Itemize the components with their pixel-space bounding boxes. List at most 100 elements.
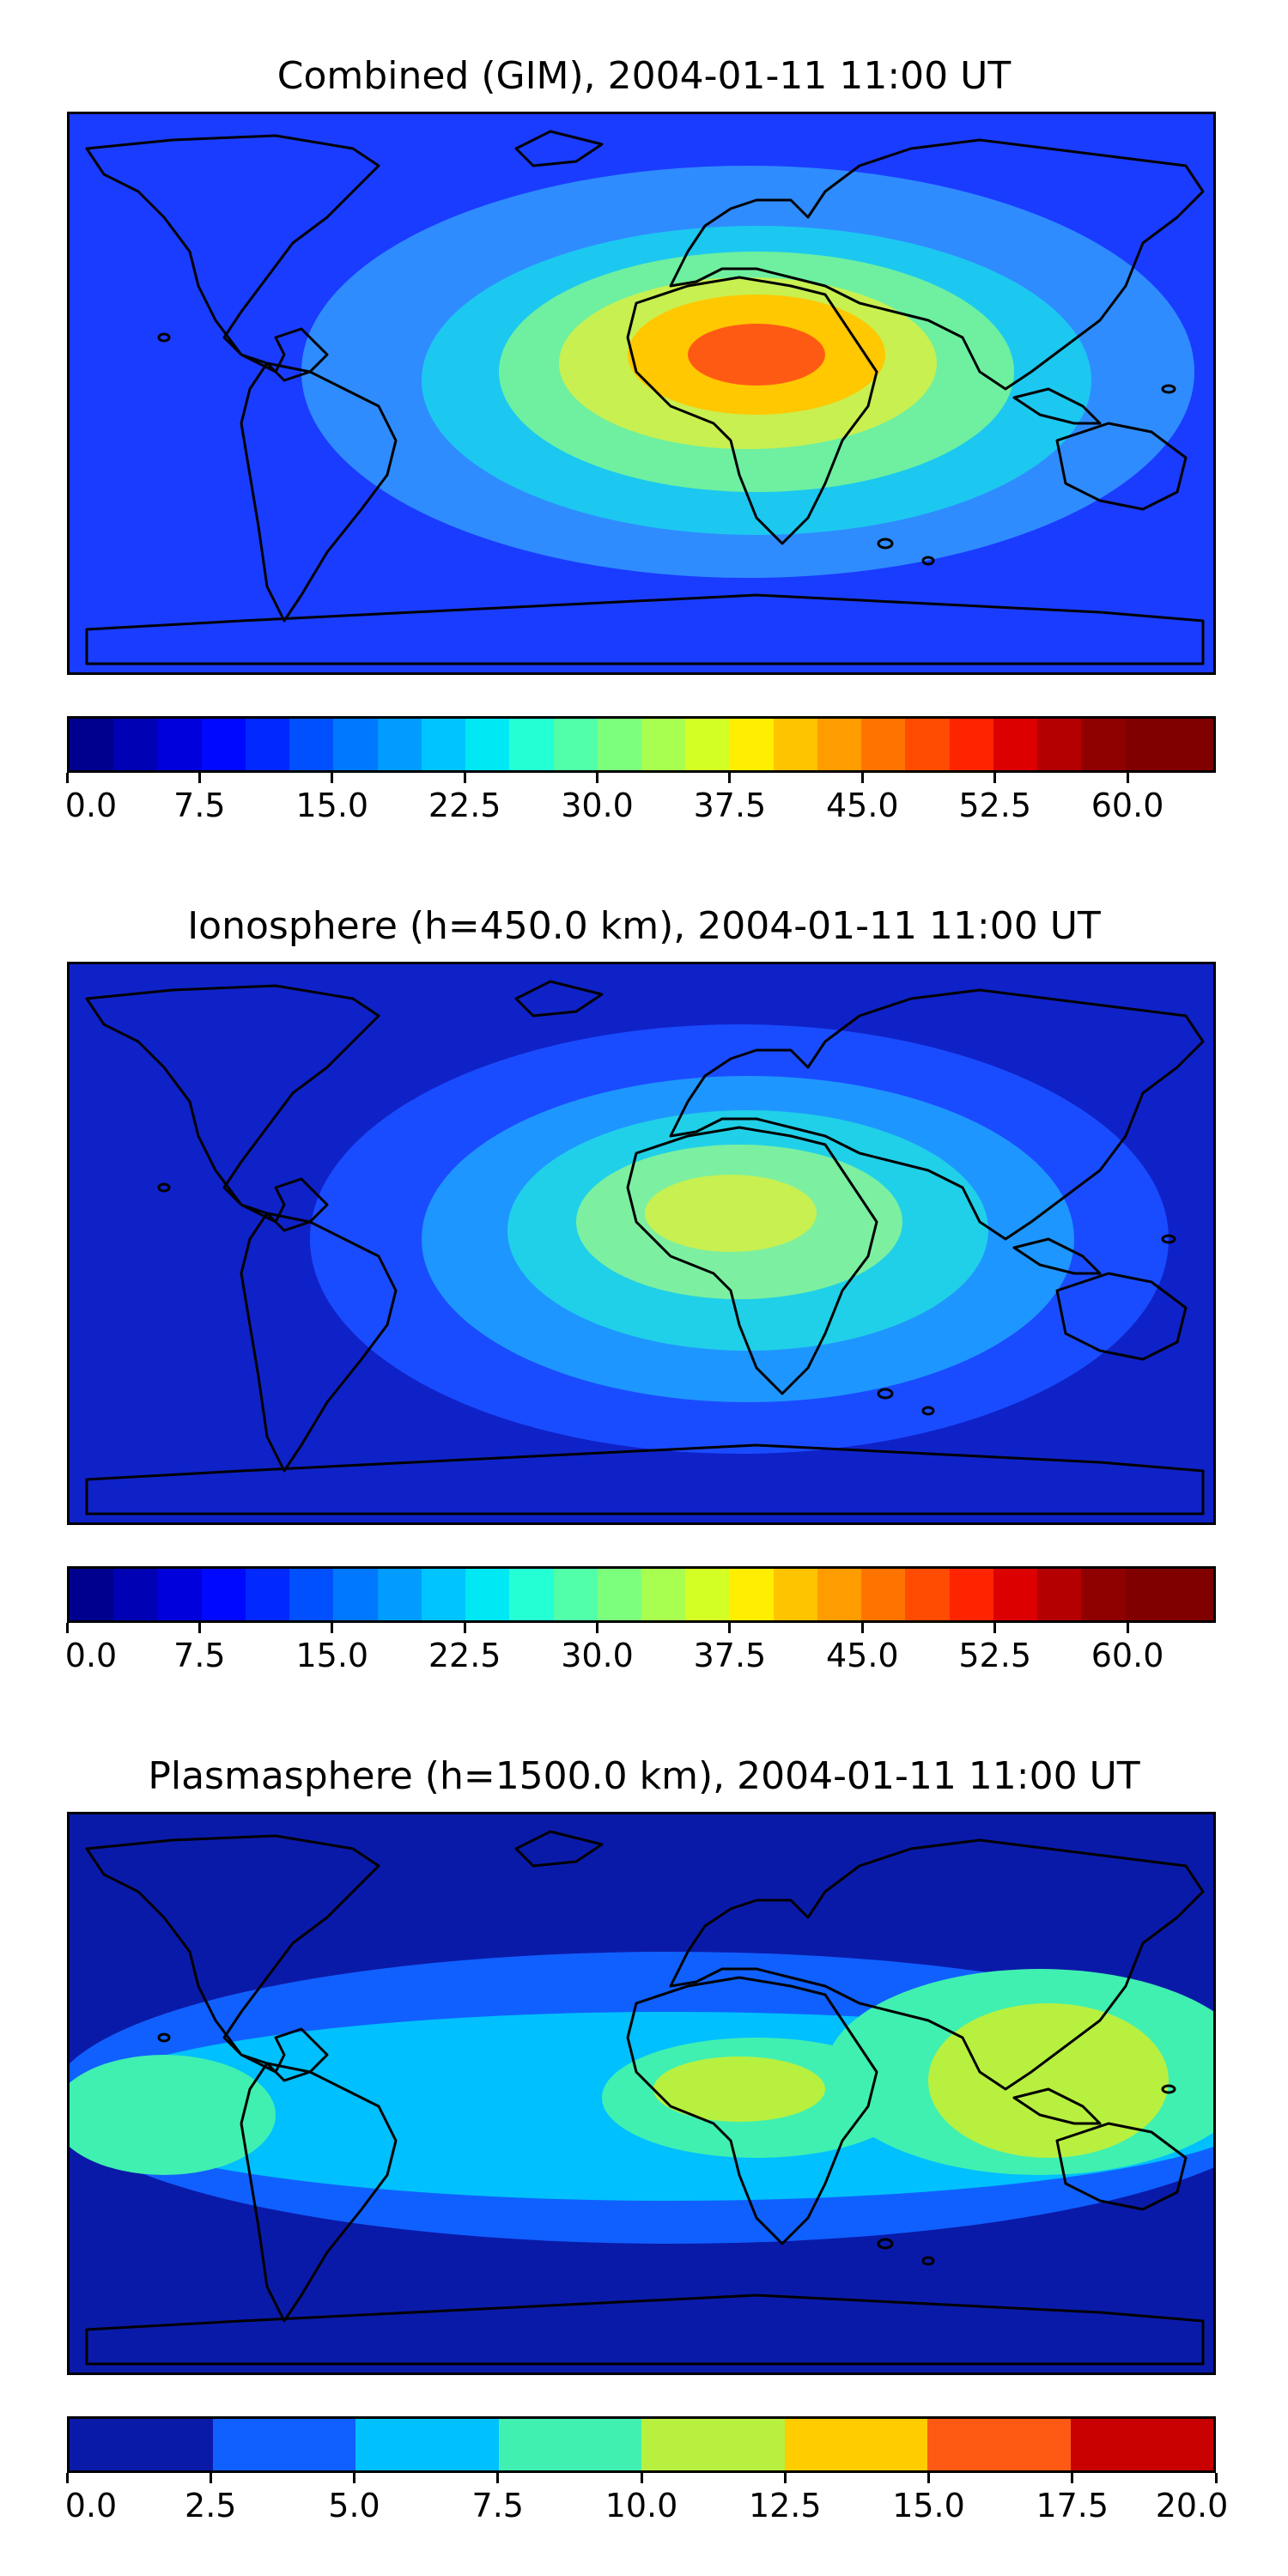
island-outline xyxy=(1161,384,1176,394)
tec-contour xyxy=(70,2055,276,2175)
colorbar-tick xyxy=(65,2473,69,2483)
colorbar-tick-label: 22.5 xyxy=(428,1637,501,1674)
colorbar-tick xyxy=(860,1623,864,1633)
colorbar-segment xyxy=(1169,1569,1213,1620)
colorbar-tick xyxy=(596,773,599,783)
colorbar-segment xyxy=(861,719,906,770)
island-outline xyxy=(921,2256,935,2266)
colorbar-segment xyxy=(993,719,1038,770)
colorbar-segment xyxy=(70,719,114,770)
colorbar-tick xyxy=(65,773,69,783)
colorbar-segment xyxy=(498,2419,641,2470)
colorbar-segment xyxy=(729,1569,774,1620)
colorbar-tick-label: 22.5 xyxy=(428,787,501,824)
colorbar-tick xyxy=(728,1623,732,1633)
colorbar-tick-label: 7.5 xyxy=(173,1637,226,1674)
island-outline xyxy=(921,1406,935,1416)
colorbar-tick xyxy=(728,773,732,783)
colorbar-tick-label: 10.0 xyxy=(605,2487,678,2524)
colorbar-tick xyxy=(1126,773,1129,783)
colorbar xyxy=(67,716,1216,773)
colorbar-segment xyxy=(113,719,158,770)
colorbar-segment xyxy=(784,2419,927,2470)
colorbar-segment xyxy=(157,1569,202,1620)
colorbar-tick-label: 45.0 xyxy=(825,787,899,824)
colorbar xyxy=(67,1566,1216,1623)
colorbar-segment xyxy=(685,1569,730,1620)
island-outline xyxy=(1161,1234,1176,1244)
coastline xyxy=(85,2293,1205,2366)
coastline xyxy=(85,1834,380,2082)
colorbar-segment xyxy=(949,1569,993,1620)
coastline xyxy=(240,361,398,623)
colorbar-tick xyxy=(640,2473,643,2483)
colorbar-segment xyxy=(1081,1569,1126,1620)
colorbar-segment xyxy=(1037,1569,1082,1620)
colorbar-segment xyxy=(355,2419,499,2470)
coastline xyxy=(514,1830,604,1868)
colorbar-segment xyxy=(1081,719,1126,770)
colorbar-segment xyxy=(201,1569,246,1620)
island-outline xyxy=(877,2238,894,2250)
colorbar-tick xyxy=(209,2473,212,2483)
coastline xyxy=(1012,1237,1102,1275)
coastline xyxy=(669,138,1205,391)
island-outline xyxy=(877,538,894,550)
colorbar-tick-label: 15.0 xyxy=(295,1637,369,1674)
island-outline xyxy=(157,332,171,343)
colorbar-segment xyxy=(597,1569,642,1620)
colorbar-ticks: 0.0 7.5 15.0 22.5 30.0 37.5 45.0 52.5 60.0 xyxy=(65,1623,1216,1674)
colorbar-tick-label: 17.5 xyxy=(1036,2487,1109,2524)
panel-title: Combined (GIM), 2004-01-11 11:00 UT xyxy=(276,54,1012,98)
colorbar-segment xyxy=(773,1569,817,1620)
colorbar-segment xyxy=(245,719,290,770)
world-map xyxy=(67,962,1216,1525)
colorbar-tick-label: 0.0 xyxy=(64,787,118,824)
world-map xyxy=(67,1812,1216,2375)
colorbar-segment xyxy=(817,1569,862,1620)
colorbar-tick xyxy=(1126,1623,1129,1633)
coastline xyxy=(1012,2087,1102,2125)
colorbar-segment xyxy=(685,719,730,770)
coastline xyxy=(240,2062,398,2323)
colorbar-segment xyxy=(421,1569,466,1620)
colorbar-ticks: 0.0 2.5 5.0 7.5 10.0 12.5 15.0 17.5 20.0 xyxy=(65,2473,1228,2524)
colorbar-tick-label: 20.0 xyxy=(1155,2487,1229,2524)
colorbar-segment xyxy=(641,2419,785,2470)
colorbar-tick xyxy=(331,773,334,783)
coastline xyxy=(626,1976,878,2245)
colorbar-tick-label: 15.0 xyxy=(892,2487,965,2524)
colorbar-ticks: 0.0 7.5 15.0 22.5 30.0 37.5 45.0 52.5 60.0 xyxy=(64,773,1216,824)
colorbar-tick xyxy=(197,1623,201,1633)
colorbar-tick xyxy=(993,1623,997,1633)
colorbar-segment xyxy=(70,1569,114,1620)
tec-contour xyxy=(928,2003,1169,2158)
colorbar-segment xyxy=(949,719,993,770)
colorbar-tick xyxy=(783,2473,787,2483)
colorbar-tick xyxy=(65,1623,69,1633)
coastline xyxy=(626,276,878,545)
colorbar-segment xyxy=(1037,719,1082,770)
colorbar-segment xyxy=(927,2419,1071,2470)
colorbar-segment xyxy=(597,719,642,770)
colorbar-tick xyxy=(596,1623,599,1633)
colorbar-segment xyxy=(289,719,334,770)
coastline xyxy=(1055,422,1188,511)
colorbar-tick xyxy=(496,2473,500,2483)
colorbar-segment xyxy=(641,719,686,770)
colorbar-segment xyxy=(377,1569,422,1620)
coastline xyxy=(669,1838,1205,2091)
colorbar-segment xyxy=(333,1569,378,1620)
coastline xyxy=(85,134,380,382)
coastline xyxy=(1012,387,1102,425)
island-outline xyxy=(877,1388,894,1400)
colorbar-segment xyxy=(509,719,554,770)
colorbar-segment xyxy=(70,2419,213,2470)
colorbar-tick xyxy=(993,773,997,783)
colorbar-tick xyxy=(331,1623,334,1633)
tec-contour xyxy=(645,1175,817,1252)
colorbar-tick-label: 60.0 xyxy=(1091,1637,1164,1674)
colorbar-segment xyxy=(553,719,598,770)
colorbar-segment xyxy=(861,1569,906,1620)
panel-title: Ionosphere (h=450.0 km), 2004-01-11 11:0… xyxy=(187,904,1101,948)
